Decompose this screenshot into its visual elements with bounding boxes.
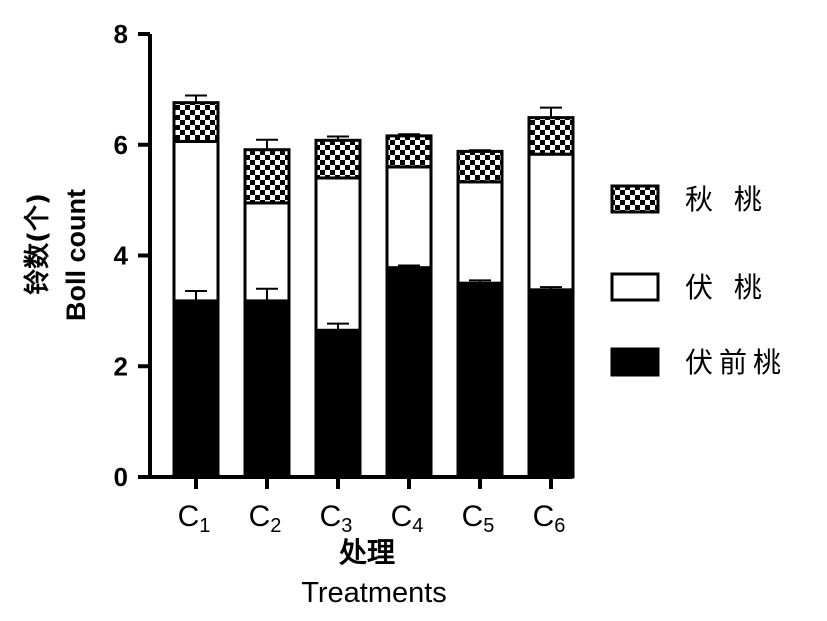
bars-group bbox=[172, 101, 575, 479]
x-tick-label-sub: 1 bbox=[199, 515, 210, 537]
bar-segment bbox=[527, 116, 575, 156]
bar-segment bbox=[456, 149, 504, 184]
bar-segment bbox=[172, 101, 220, 143]
y-tick-label: 6 bbox=[114, 130, 128, 160]
x-tick-label-main: C bbox=[178, 500, 200, 533]
x-tick-label: C3 bbox=[320, 500, 353, 537]
y-axis-label-cn: 铃数(个) bbox=[23, 193, 53, 295]
bar-segment bbox=[314, 176, 362, 332]
legend-label: 伏 桃 bbox=[685, 271, 768, 304]
x-tick-label-sub: 3 bbox=[341, 515, 352, 537]
bar-segment bbox=[527, 152, 575, 292]
legend-swatch bbox=[610, 184, 660, 214]
bar-segment bbox=[385, 266, 433, 479]
y-tick-label: 2 bbox=[114, 351, 128, 381]
y-tick-label: 4 bbox=[114, 241, 129, 271]
bar-segment bbox=[243, 201, 291, 303]
bar-segment bbox=[385, 165, 433, 270]
x-tick-label: C4 bbox=[391, 500, 424, 537]
x-ticks-group: C1 C2 C3 C4 C5 C6 bbox=[178, 477, 566, 537]
x-tick-label-main: C bbox=[533, 500, 555, 533]
bar-segment bbox=[385, 134, 433, 169]
bar-segment bbox=[243, 299, 291, 479]
y-axis-label-en: Boll count bbox=[61, 189, 91, 321]
x-tick-label-sub: 6 bbox=[554, 515, 565, 537]
bar-segment bbox=[456, 281, 504, 479]
x-tick-label: C1 bbox=[178, 500, 211, 537]
bar-segment bbox=[172, 299, 220, 479]
x-tick-label: C5 bbox=[462, 500, 495, 537]
x-tick-label-sub: 4 bbox=[412, 515, 423, 537]
x-tick-label-sub: 2 bbox=[270, 515, 281, 537]
bar-segment bbox=[172, 139, 220, 303]
bar-segment bbox=[314, 328, 362, 479]
x-tick-label-sub: 5 bbox=[483, 515, 494, 537]
error-bars-group bbox=[185, 94, 562, 331]
x-tick-label-main: C bbox=[320, 500, 342, 533]
legend-swatch bbox=[610, 347, 660, 377]
bar-segment bbox=[243, 148, 291, 205]
legend-swatch bbox=[610, 272, 660, 302]
y-tick-label: 8 bbox=[114, 19, 128, 49]
y-ticks-group: 0 2 4 6 8 bbox=[114, 19, 150, 492]
bar-segment bbox=[527, 288, 575, 479]
x-axis-label-en: Treatments bbox=[301, 577, 447, 609]
x-tick-label: C6 bbox=[533, 500, 566, 537]
bar-segment bbox=[314, 138, 362, 180]
legend-label: 伏前桃 bbox=[685, 346, 787, 379]
x-tick-label-main: C bbox=[462, 500, 484, 533]
y-tick-label: 0 bbox=[114, 462, 128, 492]
x-axis-label-cn: 处理 bbox=[338, 536, 395, 569]
x-tick-label-main: C bbox=[391, 500, 413, 533]
x-tick-label-main: C bbox=[249, 500, 271, 533]
legend-label: 秋 桃 bbox=[685, 183, 768, 216]
x-tick-label: C2 bbox=[249, 500, 282, 537]
bar-segment bbox=[456, 180, 504, 285]
